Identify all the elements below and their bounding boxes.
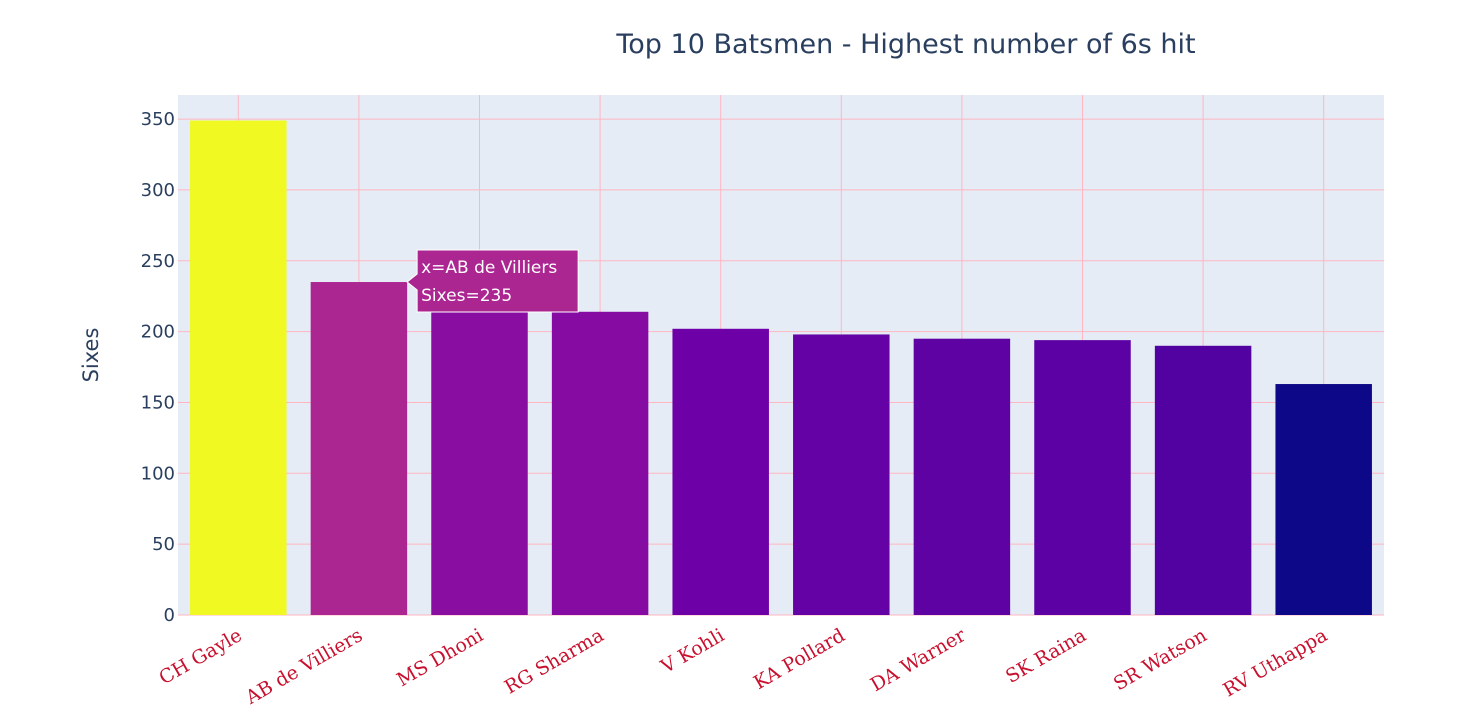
bar[interactable]: [310, 282, 408, 615]
bar[interactable]: [1154, 345, 1252, 615]
bar[interactable]: [1034, 340, 1131, 615]
bars[interactable]: [190, 120, 1372, 615]
y-tick-label: 300: [141, 180, 175, 201]
y-tick-label: 50: [152, 534, 175, 555]
bar[interactable]: [431, 308, 528, 615]
x-tick-label: AB de Villiers: [241, 624, 366, 709]
x-tick-label: SK Raina: [1002, 624, 1090, 688]
x-tick-label: DA Warner: [867, 624, 970, 696]
bar[interactable]: [793, 334, 890, 615]
tooltip-line-value: Sixes=235: [421, 286, 512, 306]
tooltip-box: [406, 249, 579, 313]
bar[interactable]: [190, 120, 287, 615]
hover-tooltip: x=AB de Villiers Sixes=235: [406, 249, 579, 313]
chart-title: Top 10 Batsmen - Highest number of 6s hi…: [615, 29, 1195, 60]
y-tick-label: 350: [141, 109, 175, 130]
tooltip-line-x: x=AB de Villiers: [421, 258, 557, 278]
x-tick-label: RG Sharma: [501, 624, 608, 698]
y-tick-label: 200: [141, 322, 175, 343]
y-tick-label: 0: [164, 605, 175, 626]
x-tick-label: SR Watson: [1110, 624, 1211, 695]
y-tick-label: 100: [141, 463, 175, 484]
x-tick-label: CH Gayle: [155, 624, 245, 689]
x-tick-label: V Kohli: [656, 624, 728, 678]
y-axis-label: Sixes: [79, 328, 103, 383]
y-axis-ticks: 0 50 100 150 200 250 300 350: [141, 109, 175, 626]
bar[interactable]: [1275, 384, 1372, 615]
x-tick-label: RV Uthappa: [1220, 624, 1332, 701]
y-tick-label: 250: [141, 251, 175, 272]
x-tick-label: KA Pollard: [750, 624, 849, 694]
y-tick-label: 150: [141, 392, 175, 413]
bar[interactable]: [551, 311, 649, 615]
bar[interactable]: [913, 338, 1011, 615]
x-tick-label: MS Dhoni: [393, 624, 487, 691]
bar[interactable]: [672, 328, 769, 615]
